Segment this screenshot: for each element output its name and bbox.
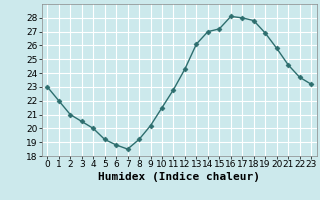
X-axis label: Humidex (Indice chaleur): Humidex (Indice chaleur)	[98, 172, 260, 182]
